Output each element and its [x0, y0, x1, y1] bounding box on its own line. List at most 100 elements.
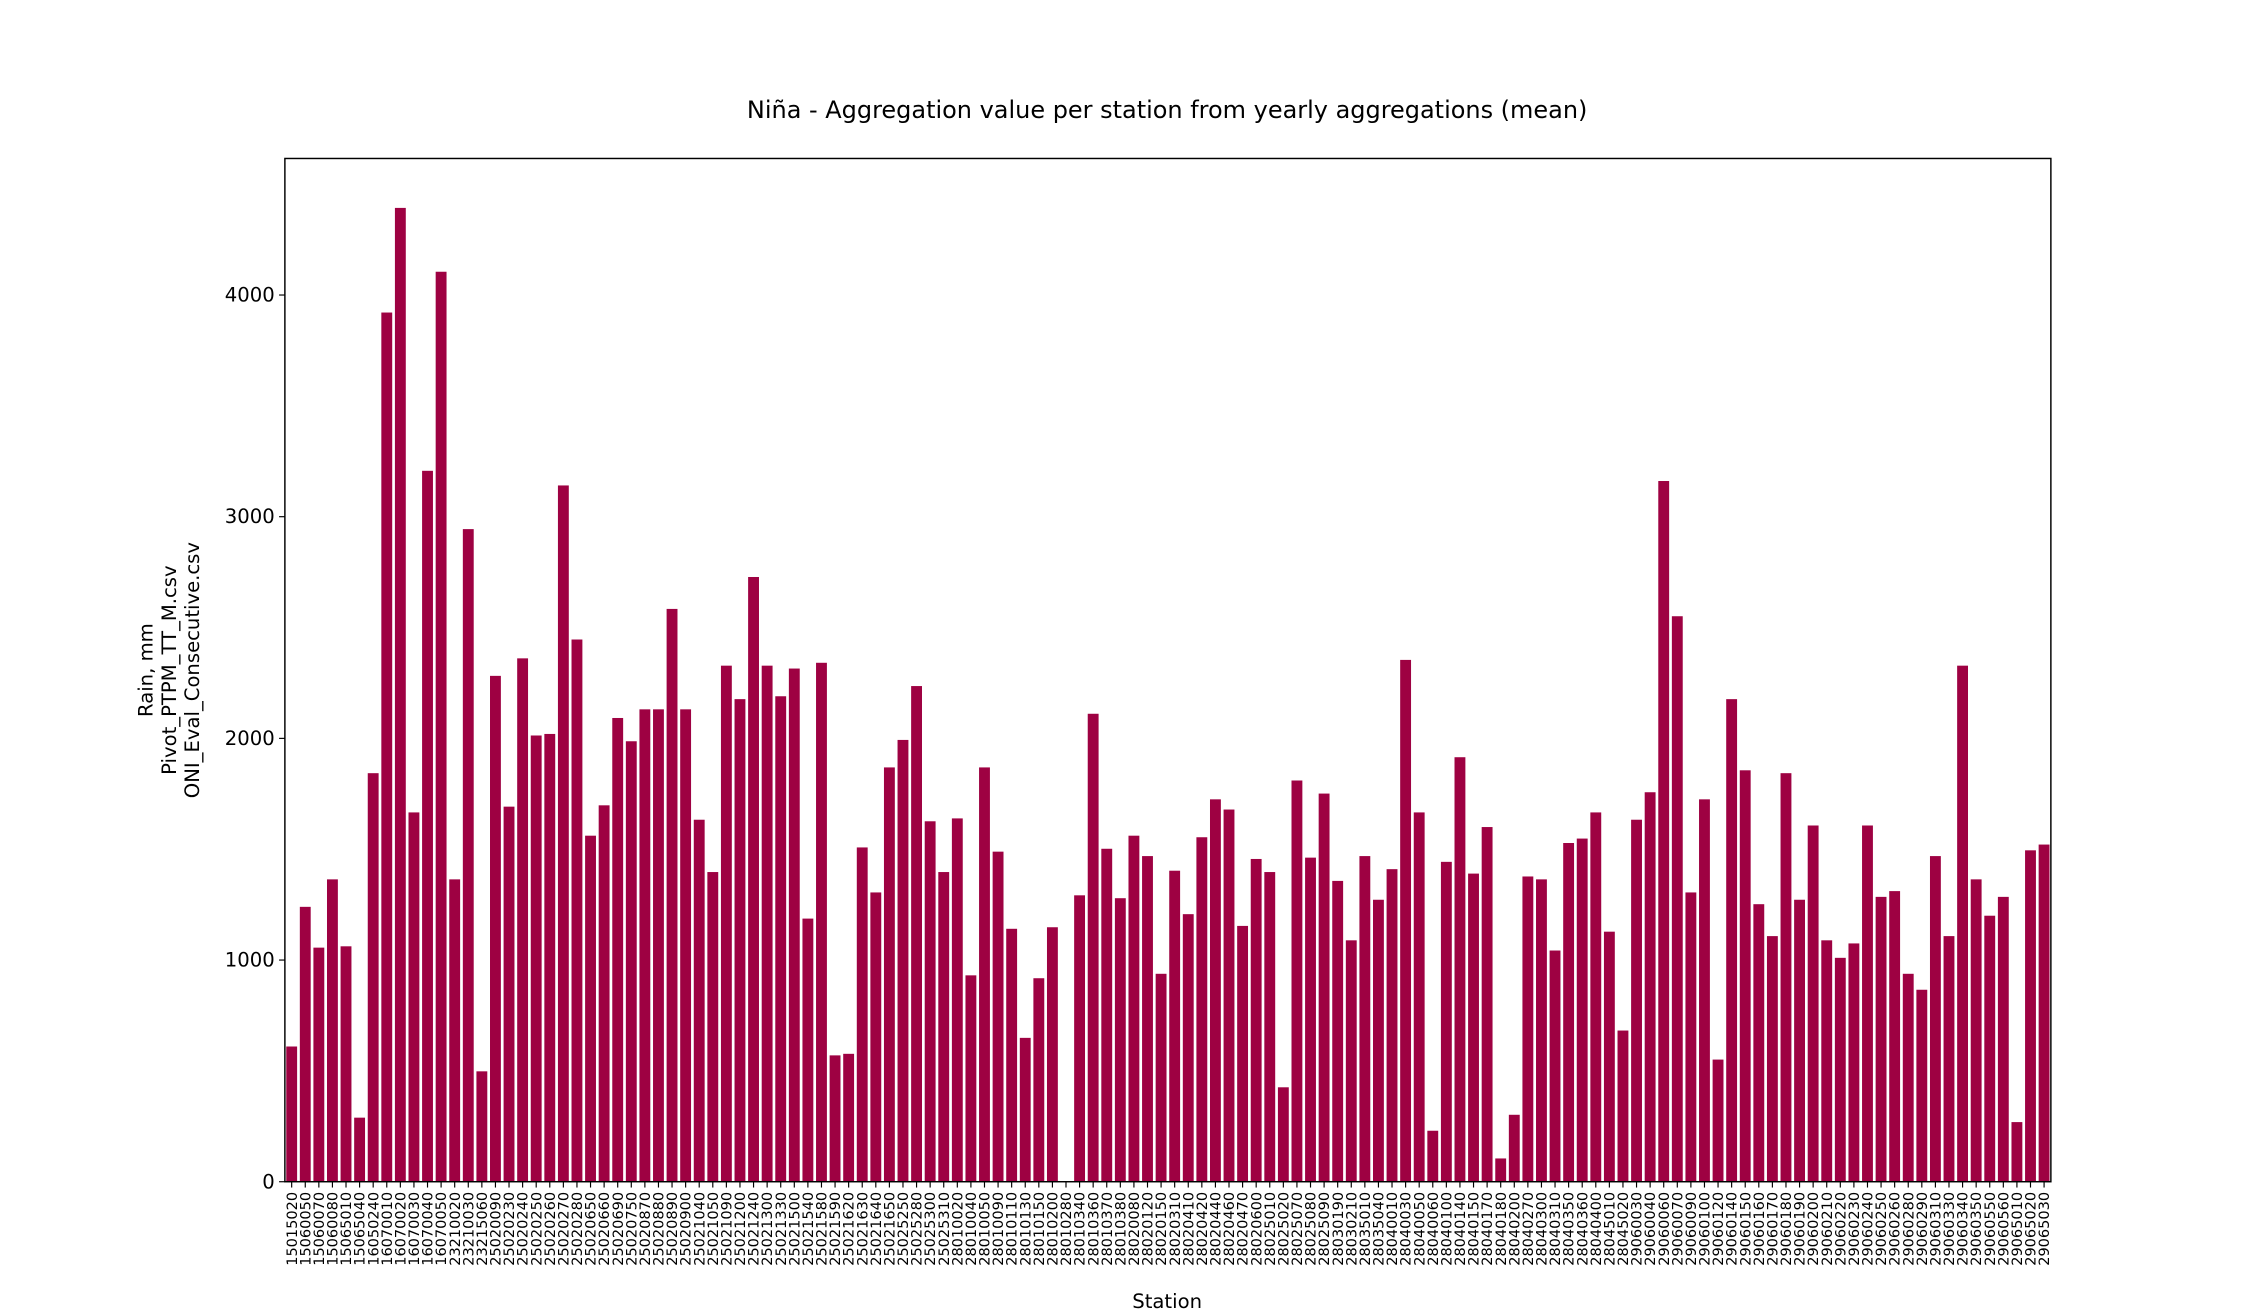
bar: [1603, 931, 1615, 1182]
bar: [1033, 978, 1045, 1182]
x-tick-label: 15065040: [353, 1192, 369, 1266]
x-tick-label: 23215060: [475, 1192, 491, 1266]
bar: [1128, 835, 1140, 1182]
bar: [1142, 856, 1153, 1182]
x-tick-label: 29060180: [1779, 1192, 1795, 1266]
bar: [1957, 665, 1969, 1182]
bar: [1699, 799, 1710, 1182]
x-tick-label: 28040350: [1562, 1192, 1578, 1266]
bar: [1576, 838, 1588, 1182]
x-tick-label: 28040310: [1548, 1192, 1564, 1266]
x-tick-label: 29065010: [2010, 1192, 2026, 1266]
x-tick-label: 28010040: [964, 1192, 980, 1266]
bar: [720, 665, 732, 1182]
x-tick-label: 28020420: [1195, 1192, 1211, 1266]
bar: [666, 608, 678, 1182]
bar: [1916, 989, 1928, 1182]
bar: [883, 767, 895, 1182]
bar: [843, 1053, 855, 1182]
x-tick-label: 25020750: [624, 1192, 640, 1266]
x-tick-label: 29060150: [1738, 1192, 1754, 1266]
bar: [1386, 869, 1398, 1182]
x-tick-label: 28020470: [1236, 1192, 1252, 1266]
bar: [286, 1046, 298, 1182]
x-tick-label: 28010370: [1100, 1192, 1116, 1266]
x-tick-label: 28040200: [1507, 1192, 1523, 1266]
x-tick-label: 29060060: [1657, 1192, 1673, 1266]
x-tick-label: 25020250: [529, 1192, 545, 1266]
x-tick-label: 25020900: [679, 1192, 695, 1266]
bar: [1209, 799, 1221, 1182]
x-axis-label: Station: [1132, 1290, 1202, 1312]
bar: [1590, 812, 1602, 1182]
bar: [1739, 770, 1751, 1182]
bar: [788, 668, 800, 1182]
bar: [1862, 825, 1873, 1182]
bar: [1536, 879, 1547, 1182]
x-tick-label: 29060240: [1861, 1192, 1877, 1266]
bar: [2011, 1122, 2023, 1182]
x-tick-label: 25020260: [543, 1192, 559, 1266]
x-tick-label: 28040100: [1439, 1192, 1455, 1266]
bar: [965, 975, 977, 1182]
x-tick-label: 25025280: [910, 1192, 926, 1266]
bar: [707, 872, 719, 1182]
bar: [1074, 895, 1086, 1182]
x-tick-label: 28010150: [1032, 1192, 1048, 1266]
bar: [299, 906, 311, 1182]
x-tick-label: 29060330: [1942, 1192, 1958, 1266]
x-tick-label: 29060190: [1793, 1192, 1809, 1266]
bar: [1563, 843, 1575, 1182]
x-tick-label: 25020650: [584, 1192, 600, 1266]
bar: [1970, 879, 1982, 1182]
x-tick-label: 28040270: [1521, 1192, 1537, 1266]
x-tick-label: 28040300: [1535, 1192, 1551, 1266]
bar: [1794, 899, 1805, 1182]
x-tick-label: 15060050: [298, 1192, 314, 1266]
x-tick-label: 25021620: [842, 1192, 858, 1266]
x-tick-label: 29060100: [1698, 1192, 1714, 1266]
bar: [1468, 873, 1479, 1182]
x-tick-label: 29060350: [1969, 1192, 1985, 1266]
x-tick-label: 25021200: [733, 1192, 749, 1266]
bar: [1196, 837, 1208, 1182]
x-tick-label: 28025070: [1290, 1192, 1306, 1266]
bar: [1223, 809, 1235, 1182]
bar: [693, 819, 705, 1182]
bar: [435, 271, 447, 1182]
x-tick-label: 29065020: [2024, 1192, 2040, 1266]
bar: [408, 812, 420, 1182]
x-tick-label: 15060080: [326, 1192, 342, 1266]
x-tick-label: 29060140: [1725, 1192, 1741, 1266]
bar: [367, 773, 379, 1182]
bar: [598, 805, 610, 1182]
bar: [1087, 713, 1099, 1182]
plot-frame: [284, 157, 2052, 1183]
x-tick-label: 28040060: [1426, 1192, 1442, 1266]
x-tick-label: 29060030: [1630, 1192, 1646, 1266]
bar: [1780, 773, 1792, 1182]
bar: [517, 658, 529, 1182]
bar: [1984, 915, 1996, 1182]
x-tick-label: 25020240: [516, 1192, 532, 1266]
x-tick-label: 16070010: [380, 1192, 396, 1266]
x-tick-label: 28045010: [1602, 1192, 1618, 1266]
x-tick-label: 28025080: [1304, 1192, 1320, 1266]
x-tick-label: 25021500: [787, 1192, 803, 1266]
bar: [1807, 825, 1819, 1182]
x-tick-label: 29065030: [2037, 1192, 2053, 1266]
x-tick-label: 25021590: [828, 1192, 844, 1266]
bar: [639, 709, 651, 1182]
y-tick-label: 0: [262, 1170, 274, 1193]
bar: [856, 847, 868, 1182]
bar: [680, 709, 692, 1182]
x-tick-label: 28025090: [1317, 1192, 1333, 1266]
bar: [1943, 936, 1955, 1182]
x-tick-label: 15060070: [312, 1192, 328, 1266]
bar: [571, 639, 583, 1182]
x-tick-label: 16070050: [434, 1192, 450, 1266]
bar: [1250, 858, 1262, 1182]
x-tick-label: 25021040: [692, 1192, 708, 1266]
bar: [462, 529, 474, 1182]
